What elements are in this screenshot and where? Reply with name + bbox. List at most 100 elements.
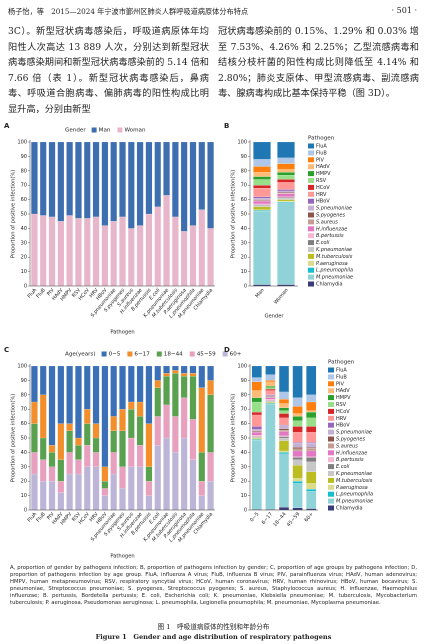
bar-segment (253, 159, 271, 167)
bar-segment (279, 425, 289, 429)
bar-segment (292, 450, 303, 457)
bar-segment (265, 404, 276, 510)
legend-label: 6~17 (134, 352, 150, 358)
bar-segment (207, 452, 214, 482)
bar-segment (265, 401, 276, 403)
y-tick-label: 70 (241, 407, 247, 413)
bar-segment (75, 473, 82, 511)
bar-segment (189, 225, 197, 287)
bar-segment (277, 193, 295, 197)
running-head: 杨子怡，等 2015—2024 年宁波市鄞州区肺炎人群呼吸道病原体分布特点 (8, 7, 249, 16)
bar-segment (163, 437, 170, 511)
y-tick-label: 60 (241, 197, 247, 203)
bar-segment (180, 231, 188, 287)
bar-segment (163, 195, 170, 287)
legend-swatch (328, 450, 334, 456)
bar-segment (277, 190, 295, 193)
legend-label: S.pneumoniae (316, 206, 352, 212)
bar-segment (251, 390, 262, 398)
legend-swatch (328, 415, 334, 421)
legend-swatch (91, 127, 97, 133)
bar-segment (306, 417, 317, 427)
bar-segment (128, 437, 135, 467)
x-tick-label: Woman (273, 287, 290, 305)
bar-segment (84, 409, 91, 424)
bar-segment (31, 141, 38, 215)
legend-swatch (101, 351, 107, 357)
bar-segment (128, 365, 135, 403)
bar-segment (265, 365, 276, 375)
bar-segment (306, 365, 317, 395)
bar-segment (101, 495, 109, 511)
legend-title: Age(years) (65, 352, 96, 358)
bar-segment (253, 188, 271, 197)
bar-segment (145, 213, 153, 287)
bar-segment (163, 376, 170, 405)
x-tick-label: 0~5 (249, 511, 260, 523)
legend-swatch (156, 351, 162, 357)
legend-swatch (328, 443, 334, 449)
bar-segment (251, 414, 262, 427)
bar-segment (128, 228, 135, 287)
x-tick-label: Man (254, 287, 265, 299)
y-tick-label: 30 (241, 464, 247, 470)
y-tick-label: 30 (21, 464, 27, 470)
bar-segment (306, 412, 317, 418)
bar-segment (84, 445, 91, 467)
bar-segment (180, 365, 188, 374)
legend-label: FluA (336, 368, 347, 374)
bar-segment (31, 401, 38, 424)
bar-segment (39, 459, 47, 482)
bar-segment (306, 410, 317, 413)
bar-segment (172, 216, 179, 287)
legend-swatch (127, 351, 133, 357)
bar-segment (251, 438, 262, 440)
bar-segment (279, 365, 289, 392)
panel-label: A (4, 122, 10, 130)
bar-segment (189, 459, 197, 511)
bar-segment (172, 373, 179, 417)
bar-segment (251, 377, 262, 382)
legend-swatch (328, 505, 334, 511)
bar-segment (101, 481, 109, 489)
bar-segment (292, 413, 303, 417)
legend-label: H.influenzae (316, 226, 347, 232)
bar-segment (279, 410, 289, 414)
bar-segment (265, 396, 276, 398)
bar-segment (136, 141, 144, 226)
bar-segment (84, 423, 91, 446)
y-tick-label: 10 (241, 493, 247, 499)
bar-segment (75, 365, 82, 439)
x-tick-label: FluB (35, 511, 47, 524)
bar-segment (31, 365, 38, 403)
legend-swatch (328, 402, 334, 407)
bar-segment (292, 442, 303, 444)
bar-segment (279, 417, 289, 426)
bar-segment (292, 442, 303, 448)
legend-swatch (308, 219, 314, 225)
bar-segment (75, 445, 82, 460)
bar-segment (292, 420, 303, 427)
legend-swatch (328, 491, 334, 497)
legend-swatch (308, 212, 314, 218)
bar-segment (265, 374, 276, 381)
bar-segment (172, 370, 179, 374)
legend-swatch (328, 422, 334, 428)
legend-swatch (308, 205, 314, 211)
bar-segment (154, 206, 161, 287)
legend-label: E.coli (336, 464, 350, 470)
legend-label: P.aeruginosa (336, 485, 368, 491)
legend-label: B.pertussis (316, 233, 344, 239)
bar-segment (279, 435, 289, 437)
y-axis-label: Proportion of positive infection(%) (231, 394, 237, 483)
legend-title: Pathogen (328, 360, 355, 366)
bar-segment (163, 365, 170, 374)
body-text: 冠状病毒感染前的 0.15%、1.29% 和 0.03% 增至 7.53%、4.… (218, 26, 419, 99)
bar-segment (145, 365, 153, 424)
bar-segment (101, 488, 109, 496)
bar-segment (66, 452, 73, 475)
figure-title: Figure 1 Gender and age distribution of … (95, 633, 332, 641)
bar-segment (92, 452, 100, 467)
bar-segment (265, 400, 276, 402)
bar-segment (279, 507, 289, 511)
